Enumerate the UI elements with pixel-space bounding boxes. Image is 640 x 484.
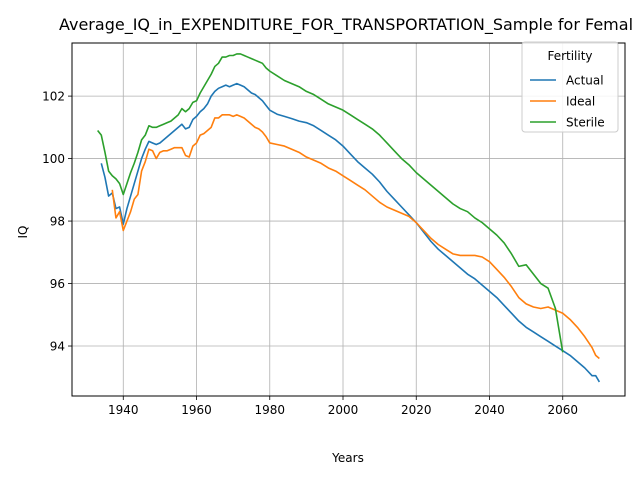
series-line-actual: [100, 82, 601, 383]
legend-entries: Actual Ideal Sterile: [530, 74, 605, 130]
grid-lines: [72, 43, 625, 396]
y-tick-label: 98: [50, 215, 65, 229]
legend-label-sterile: Sterile: [566, 116, 605, 130]
x-tick-label: 1940: [108, 403, 139, 417]
y-axis-label: IQ: [16, 226, 30, 239]
legend-label-actual: Actual: [566, 74, 604, 88]
y-tick-label: 94: [50, 340, 65, 354]
legend: Fertility Actual Ideal Sterile: [521, 41, 619, 133]
legend-box: [521, 41, 619, 133]
y-tick-label: 96: [50, 277, 65, 291]
x-axis-label: Years: [331, 451, 364, 465]
x-tick-label: 2020: [401, 403, 432, 417]
x-tick-label: 1980: [254, 403, 285, 417]
series-line-sterile: [97, 53, 564, 353]
plot-area-frame: [71, 42, 626, 397]
x-tick-label: 2040: [474, 403, 505, 417]
series-line-ideal: [111, 114, 600, 360]
x-tick-label: 1960: [181, 403, 212, 417]
legend-label-ideal: Ideal: [566, 95, 595, 109]
y-tick-label: 102: [42, 90, 65, 104]
chart-title: Average_IQ_in_EXPENDITURE_FOR_TRANSPORTA…: [59, 15, 633, 35]
legend-title: Fertility: [547, 49, 592, 63]
y-tick-label: 100: [42, 152, 65, 166]
axis-ticks: 1940 1960 1980 2000 2020 2040 2060 94 96 98 100 102: [42, 90, 578, 417]
x-tick-label: 2060: [547, 403, 578, 417]
x-tick-label: 2000: [328, 403, 359, 417]
series-lines: [97, 53, 601, 383]
